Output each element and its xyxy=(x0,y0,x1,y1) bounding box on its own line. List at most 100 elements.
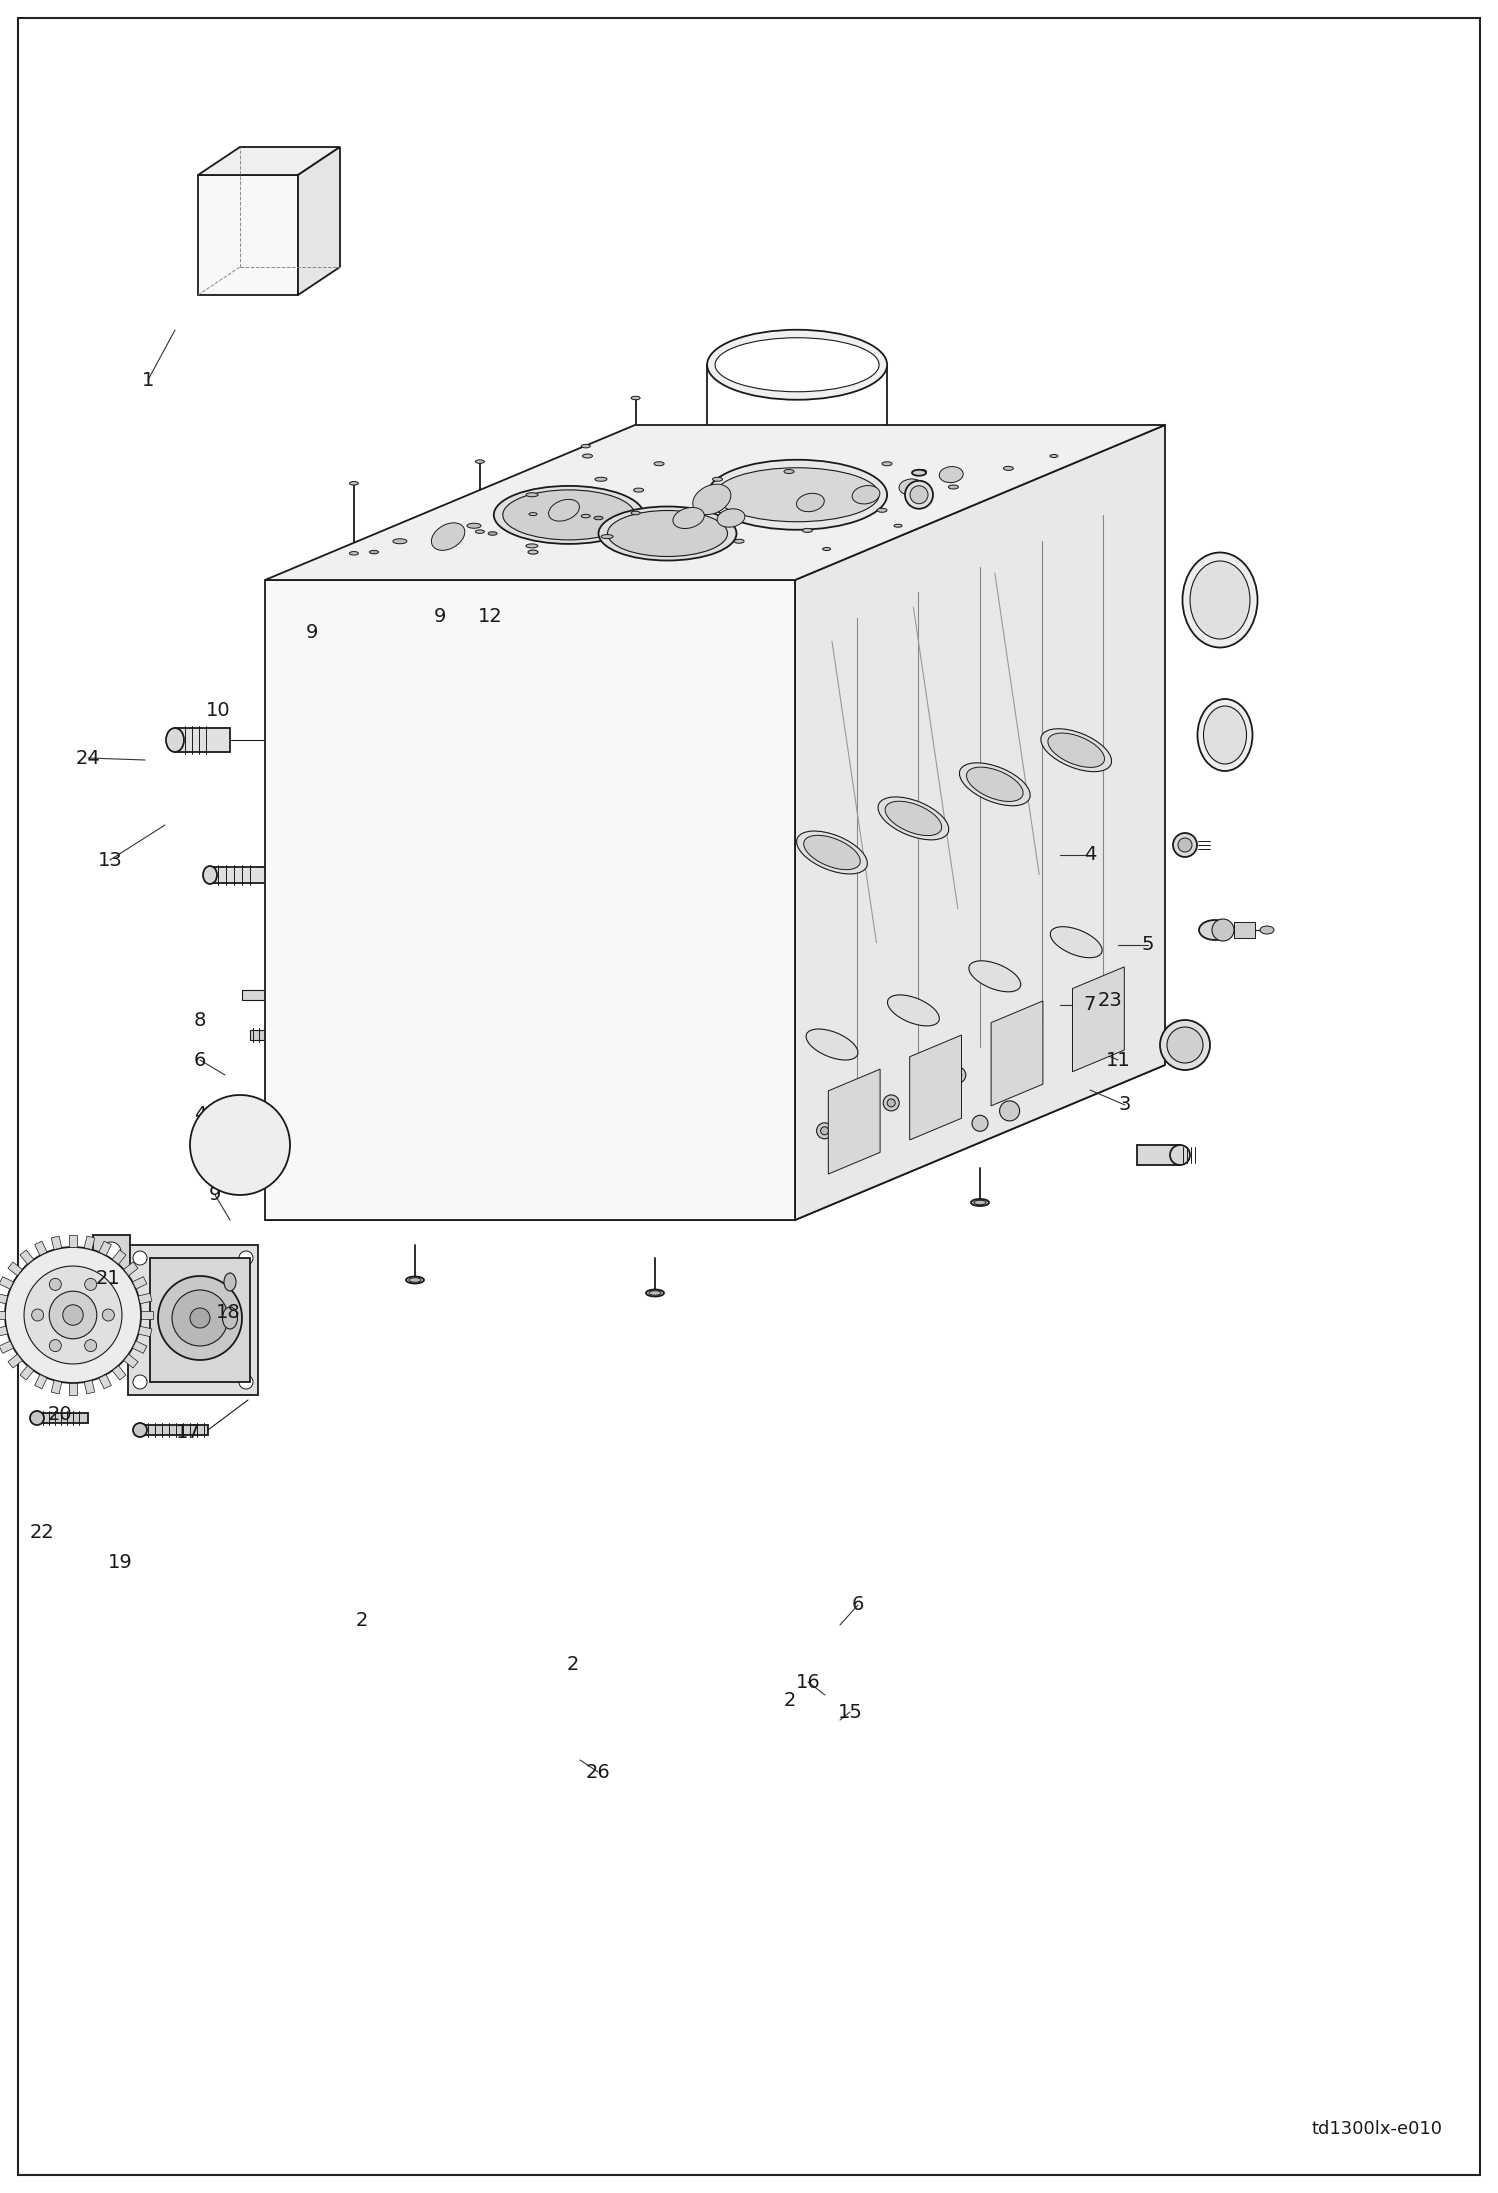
Ellipse shape xyxy=(349,482,358,485)
Ellipse shape xyxy=(631,511,640,515)
Polygon shape xyxy=(265,1066,1165,1219)
Circle shape xyxy=(619,1173,631,1186)
Circle shape xyxy=(240,1375,253,1388)
Polygon shape xyxy=(124,1261,138,1276)
Ellipse shape xyxy=(1041,728,1112,772)
Ellipse shape xyxy=(475,461,484,463)
Ellipse shape xyxy=(878,796,948,840)
Polygon shape xyxy=(175,728,231,752)
Ellipse shape xyxy=(1049,732,1104,768)
Ellipse shape xyxy=(646,1289,664,1296)
Circle shape xyxy=(909,487,927,504)
Text: 17: 17 xyxy=(175,1423,201,1441)
Polygon shape xyxy=(141,1311,153,1318)
Text: 11: 11 xyxy=(1106,1050,1131,1070)
Text: 23: 23 xyxy=(1098,991,1122,1009)
Polygon shape xyxy=(198,175,298,296)
Circle shape xyxy=(49,1340,61,1351)
Ellipse shape xyxy=(578,752,632,798)
Text: 14: 14 xyxy=(665,456,691,474)
Circle shape xyxy=(49,1292,97,1338)
Circle shape xyxy=(719,1173,731,1186)
Circle shape xyxy=(905,480,933,509)
Circle shape xyxy=(719,693,731,706)
Ellipse shape xyxy=(406,1276,424,1283)
Ellipse shape xyxy=(718,509,745,526)
Ellipse shape xyxy=(578,982,632,1037)
Circle shape xyxy=(190,1094,291,1195)
Circle shape xyxy=(884,1094,899,1112)
Circle shape xyxy=(330,844,490,1004)
Circle shape xyxy=(205,1110,276,1180)
Circle shape xyxy=(85,1279,97,1289)
Polygon shape xyxy=(0,1340,13,1353)
Text: 5: 5 xyxy=(1141,936,1155,954)
Ellipse shape xyxy=(467,524,481,529)
Circle shape xyxy=(30,1410,43,1425)
Polygon shape xyxy=(795,425,1165,1219)
Ellipse shape xyxy=(204,866,217,884)
Ellipse shape xyxy=(1197,700,1252,772)
Circle shape xyxy=(458,770,470,781)
Circle shape xyxy=(63,1305,84,1325)
Polygon shape xyxy=(69,1235,76,1248)
Ellipse shape xyxy=(634,489,644,491)
Text: 3: 3 xyxy=(1119,1096,1131,1114)
Polygon shape xyxy=(99,1241,111,1254)
Polygon shape xyxy=(7,1355,22,1368)
Circle shape xyxy=(1159,1020,1210,1070)
Text: 20: 20 xyxy=(48,1406,72,1425)
Text: 25: 25 xyxy=(807,493,833,513)
Circle shape xyxy=(31,1309,43,1320)
Ellipse shape xyxy=(631,397,640,399)
Ellipse shape xyxy=(488,531,497,535)
Polygon shape xyxy=(150,1259,250,1382)
Ellipse shape xyxy=(655,463,664,465)
Ellipse shape xyxy=(803,529,812,533)
Text: 4: 4 xyxy=(1085,846,1097,864)
Ellipse shape xyxy=(463,781,508,820)
Polygon shape xyxy=(132,1340,147,1353)
Text: 2: 2 xyxy=(357,1610,369,1629)
Ellipse shape xyxy=(527,550,538,555)
Ellipse shape xyxy=(608,511,728,557)
Circle shape xyxy=(133,1375,147,1388)
Circle shape xyxy=(1017,1039,1032,1055)
Circle shape xyxy=(49,1279,61,1289)
Text: 4: 4 xyxy=(193,1105,207,1125)
Circle shape xyxy=(304,1193,316,1206)
Text: 7: 7 xyxy=(1085,996,1097,1015)
Ellipse shape xyxy=(601,535,613,539)
Circle shape xyxy=(100,1241,121,1261)
Circle shape xyxy=(768,875,780,886)
Ellipse shape xyxy=(583,454,593,458)
Ellipse shape xyxy=(370,550,379,555)
Ellipse shape xyxy=(345,1055,445,1125)
Circle shape xyxy=(85,1340,97,1351)
Circle shape xyxy=(4,1248,141,1384)
Circle shape xyxy=(1020,1044,1029,1050)
Polygon shape xyxy=(93,1235,130,1270)
Text: 24: 24 xyxy=(75,748,100,768)
Circle shape xyxy=(574,693,586,706)
Polygon shape xyxy=(265,579,795,1219)
Ellipse shape xyxy=(912,469,926,476)
Circle shape xyxy=(304,829,316,840)
Ellipse shape xyxy=(715,467,879,522)
Polygon shape xyxy=(19,1250,34,1265)
Ellipse shape xyxy=(713,478,722,480)
Text: 13: 13 xyxy=(97,851,123,868)
Circle shape xyxy=(821,1127,828,1134)
Circle shape xyxy=(954,1070,962,1079)
Polygon shape xyxy=(1073,967,1125,1072)
Ellipse shape xyxy=(581,515,590,518)
Circle shape xyxy=(950,1068,966,1083)
Ellipse shape xyxy=(578,846,632,904)
Polygon shape xyxy=(322,610,339,645)
Circle shape xyxy=(1088,1015,1095,1024)
Circle shape xyxy=(1173,833,1197,857)
Polygon shape xyxy=(243,989,273,1000)
Text: 6: 6 xyxy=(193,1050,207,1070)
Ellipse shape xyxy=(969,961,1020,991)
Polygon shape xyxy=(298,147,340,296)
